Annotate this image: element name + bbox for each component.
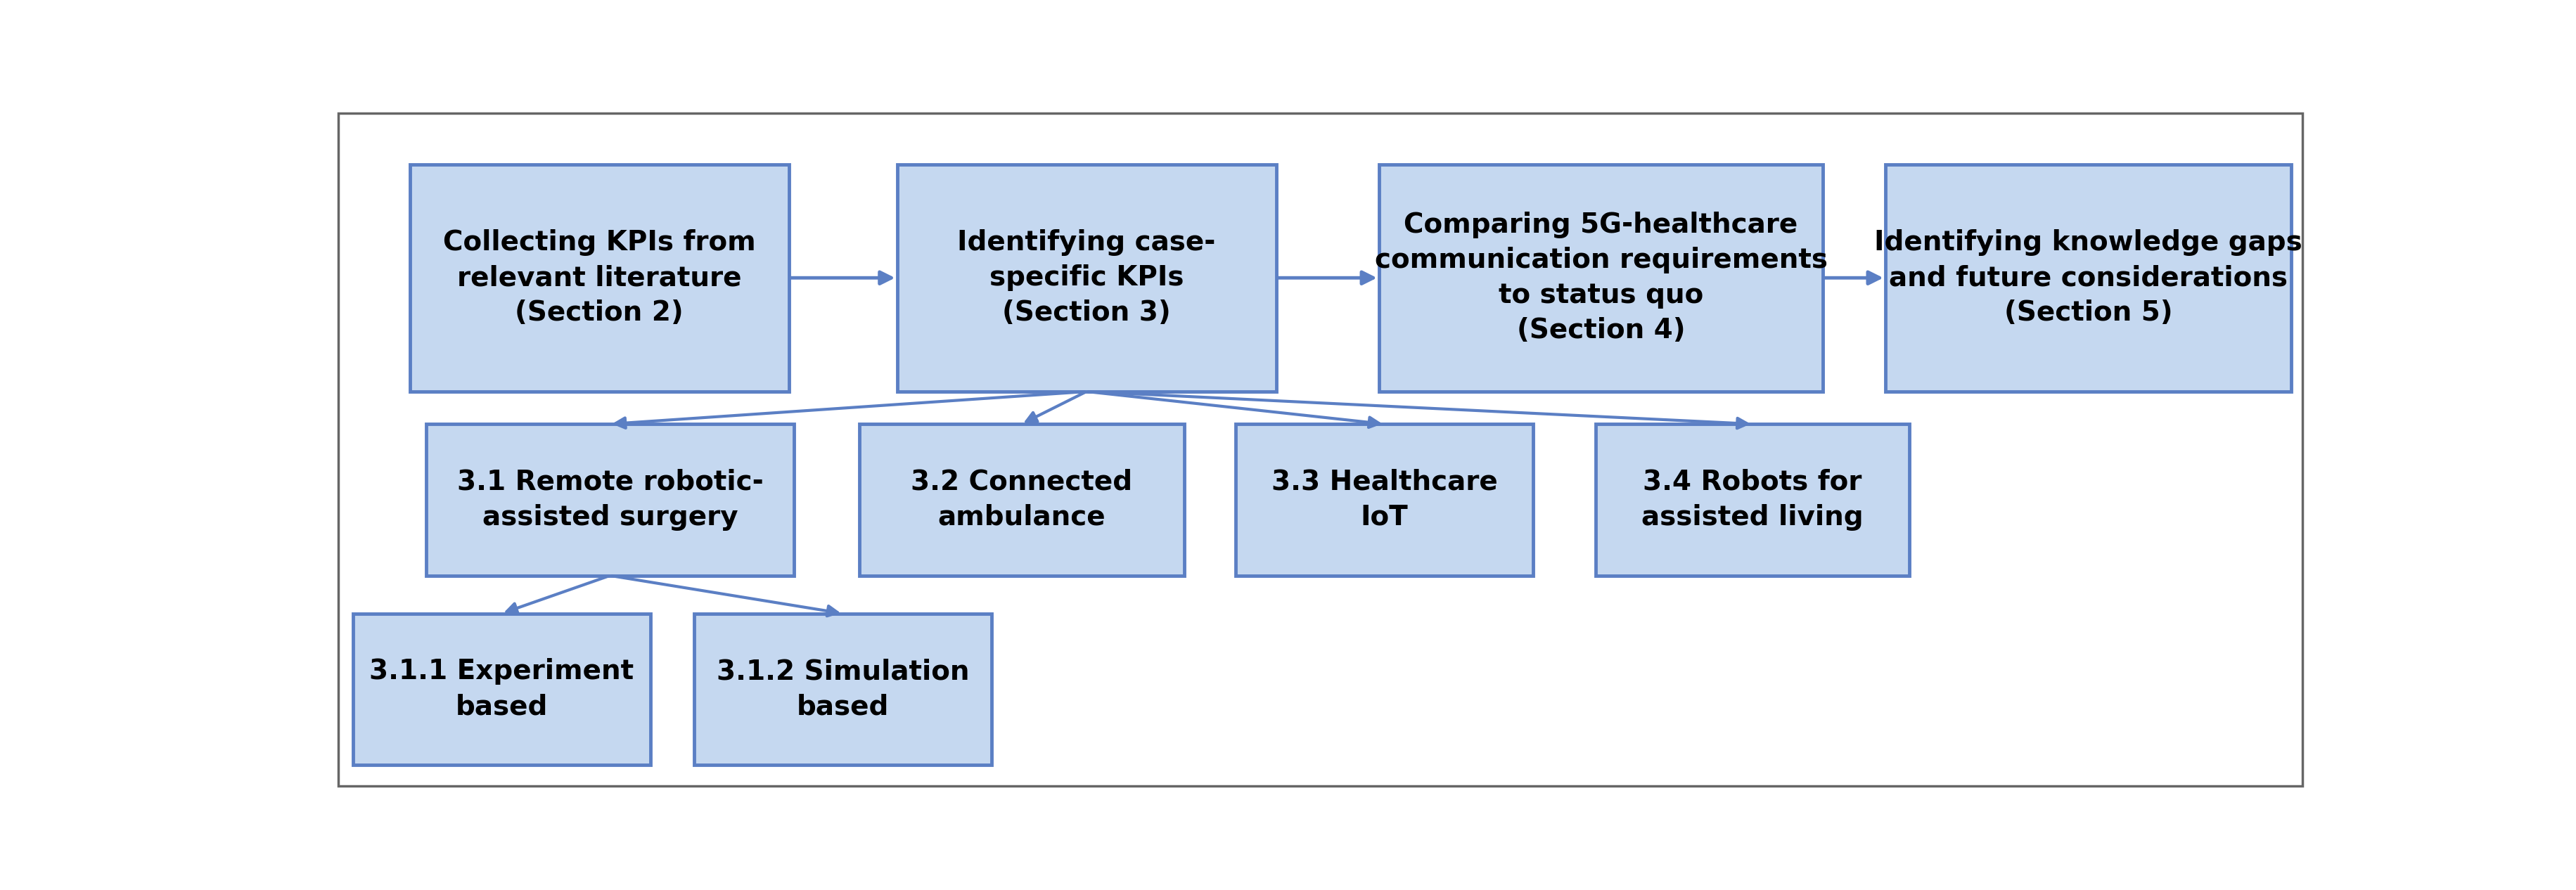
Text: Identifying case-
specific KPIs
(Section 3): Identifying case- specific KPIs (Section… — [958, 230, 1216, 327]
FancyBboxPatch shape — [337, 113, 2303, 786]
FancyBboxPatch shape — [1236, 424, 1533, 576]
FancyBboxPatch shape — [1886, 164, 2293, 392]
Text: 3.1.1 Experiment
based: 3.1.1 Experiment based — [368, 659, 634, 720]
FancyBboxPatch shape — [425, 424, 793, 576]
FancyBboxPatch shape — [410, 164, 788, 392]
FancyBboxPatch shape — [1378, 164, 1824, 392]
FancyBboxPatch shape — [353, 613, 652, 765]
FancyBboxPatch shape — [1595, 424, 1909, 576]
Text: Identifying knowledge gaps
and future considerations
(Section 5): Identifying knowledge gaps and future co… — [1875, 230, 2303, 327]
FancyBboxPatch shape — [896, 164, 1275, 392]
Text: 3.2 Connected
ambulance: 3.2 Connected ambulance — [912, 469, 1133, 530]
Text: Collecting KPIs from
relevant literature
(Section 2): Collecting KPIs from relevant literature… — [443, 230, 755, 327]
Text: Comparing 5G-healthcare
communication requirements
to status quo
(Section 4): Comparing 5G-healthcare communication re… — [1376, 212, 1826, 344]
Text: 3.4 Robots for
assisted living: 3.4 Robots for assisted living — [1641, 469, 1862, 530]
Text: 3.3 Healthcare
IoT: 3.3 Healthcare IoT — [1270, 469, 1497, 530]
FancyBboxPatch shape — [693, 613, 992, 765]
Text: 3.1.2 Simulation
based: 3.1.2 Simulation based — [716, 659, 969, 720]
Text: 3.1 Remote robotic-
assisted surgery: 3.1 Remote robotic- assisted surgery — [456, 469, 762, 530]
FancyBboxPatch shape — [860, 424, 1185, 576]
